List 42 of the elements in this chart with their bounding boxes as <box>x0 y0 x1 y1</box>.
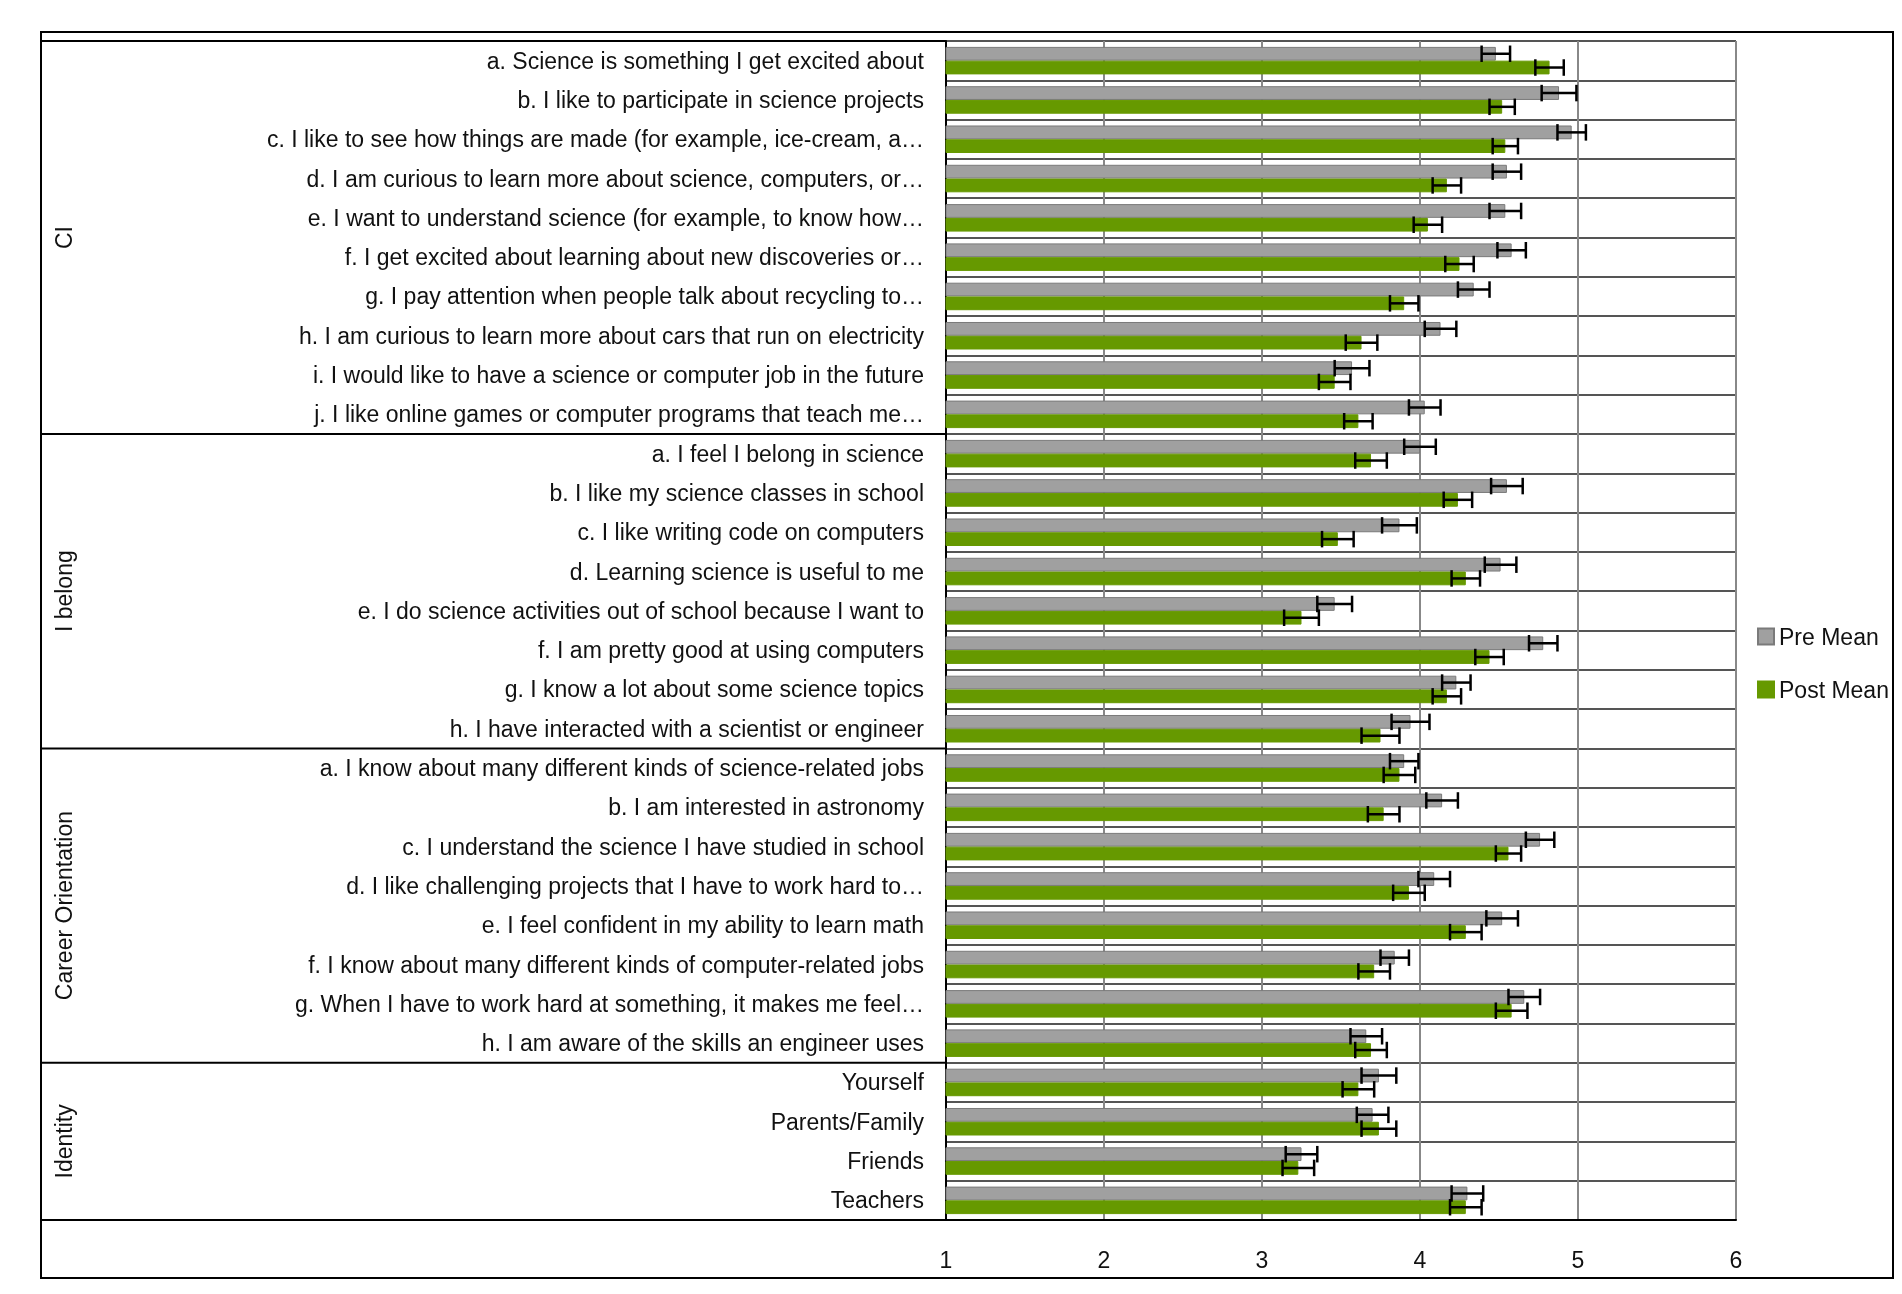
y-tick-label: e. I do science activities out of school because I want to <box>357 597 924 624</box>
text: Career Orientation <box>51 811 77 1001</box>
x-tick-label: 6 <box>1729 1246 1743 1273</box>
y-tick-label: j. I like online games or computer programs that teach me… <box>313 401 924 428</box>
y-tick-label: f. I know about many different kinds of computer-related jobs <box>308 951 924 978</box>
y-tick-label: a. Science is something I get excited about <box>486 47 925 74</box>
y-tick-label: e. I want to understand science (for example, to know how… <box>307 204 924 231</box>
x-tick-label: 4 <box>1413 1246 1427 1273</box>
y-tick-label: a. I feel I belong in science <box>651 440 924 467</box>
y-tick-label: c. I like writing code on computers <box>577 519 924 546</box>
legend-label: Pre Mean <box>1779 623 1879 650</box>
y-tick-label: Parents/Family <box>770 1108 925 1135</box>
y-tick-label: g. I know a lot about some science topics <box>504 676 924 703</box>
y-tick-label: a. I know about many different kinds of science-related jobs <box>319 755 924 782</box>
y-tick-label: d. Learning science is useful to me <box>569 558 924 585</box>
legend-label: Post Mean <box>1779 676 1889 703</box>
y-tick-label: f. I get excited about learning about new discoveries or… <box>344 244 924 271</box>
y-tick-label: Teachers <box>830 1187 924 1214</box>
y-tick-label: h. I have interacted with a scientist or engineer <box>449 715 925 742</box>
y-tick-label: d. I am curious to learn more about science, computers, or… <box>306 165 924 192</box>
x-tick-label: 1 <box>939 1246 953 1273</box>
y-tick-label: b. I am interested in astronomy <box>608 794 925 821</box>
y-tick-label: d. I like challenging projects that I have to work hard to… <box>346 872 924 899</box>
y-tick-label: c. I like to see how things are made (for example, ice-cream, a… <box>266 126 924 153</box>
y-tick-label: b. I like to participate in science projects <box>517 86 924 113</box>
text: CI <box>51 226 77 249</box>
x-tick-label: 5 <box>1571 1246 1585 1273</box>
x-tick-label: 3 <box>1255 1246 1269 1273</box>
y-tick-label: Friends <box>847 1148 924 1175</box>
y-tick-label: e. I feel confident in my ability to learn math <box>481 912 924 939</box>
y-tick-label: Yourself <box>841 1069 925 1096</box>
y-tick-label: h. I am aware of the skills an engineer uses <box>481 1030 924 1057</box>
text: I belong <box>51 550 77 633</box>
y-tick-label: g. When I have to work hard at something, it makes me feel… <box>295 990 924 1017</box>
y-tick-label: c. I understand the science I have studied in school <box>402 833 924 860</box>
x-tick-label: 2 <box>1097 1246 1111 1273</box>
y-tick-label: g. I pay attention when people talk about recycling to… <box>365 283 924 310</box>
text: Identity <box>51 1103 77 1179</box>
y-tick-label: f. I am pretty good at using computers <box>537 637 924 664</box>
y-tick-label: i. I would like to have a science or computer job in the future <box>312 362 924 389</box>
y-tick-label: b. I like my science classes in school <box>549 479 924 506</box>
y-tick-label: h. I am curious to learn more about cars that run on electricity <box>298 322 925 349</box>
